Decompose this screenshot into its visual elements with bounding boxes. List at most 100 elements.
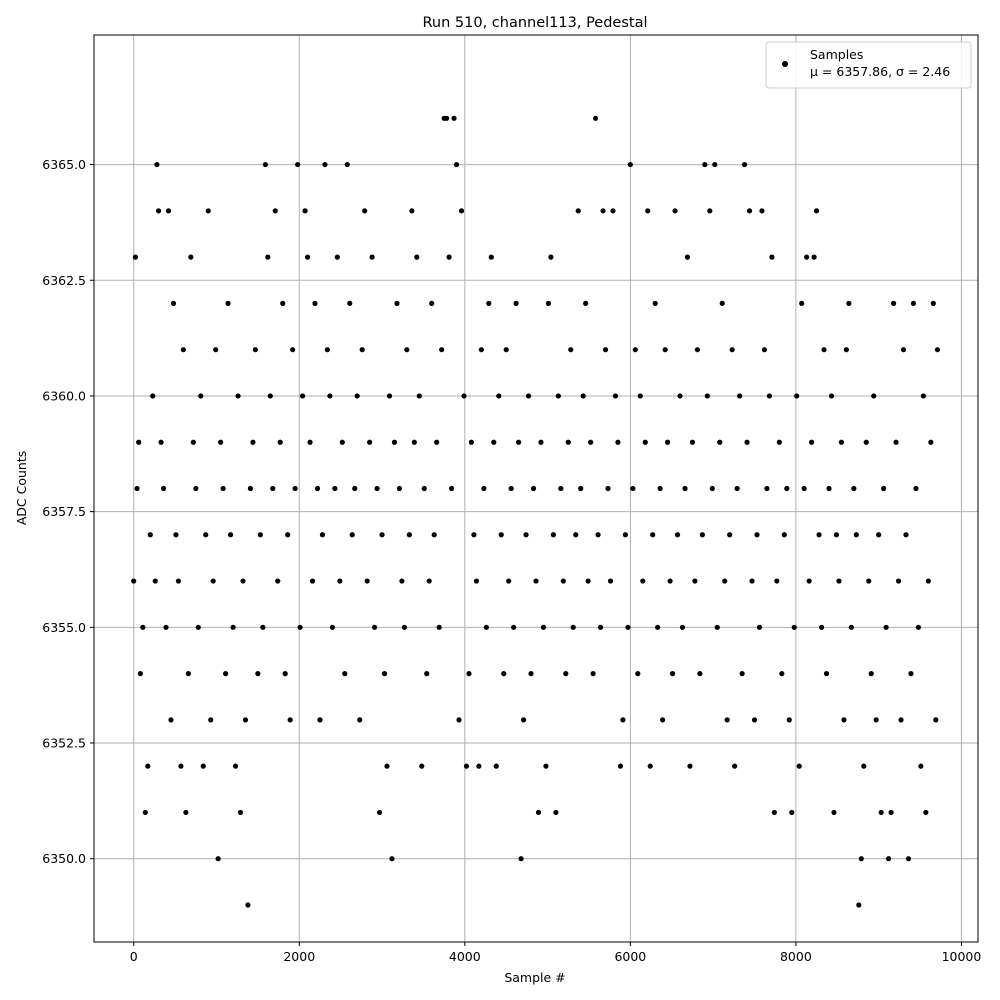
sample-point	[558, 485, 564, 492]
sample-point	[920, 393, 926, 399]
legend-marker	[782, 61, 788, 67]
sample-point	[607, 578, 614, 584]
sample-point	[612, 393, 619, 399]
sample-point	[339, 439, 345, 445]
sample-point	[140, 624, 146, 630]
sample-point	[426, 578, 432, 584]
sample-point	[583, 300, 589, 306]
sample-point	[751, 717, 758, 723]
sample-point	[570, 624, 576, 630]
sample-point	[503, 347, 509, 353]
sample-point	[218, 439, 224, 445]
sample-point	[679, 624, 686, 630]
sample-point	[302, 208, 308, 214]
sample-point	[142, 809, 148, 816]
sample-point	[446, 254, 452, 260]
sample-point	[357, 717, 363, 723]
sample-point	[766, 393, 773, 399]
sample-point	[548, 254, 554, 260]
sample-point	[848, 624, 854, 630]
sample-point	[185, 671, 191, 677]
x-tick-label: 2000	[283, 949, 315, 964]
sample-point	[473, 578, 480, 584]
sample-point	[806, 578, 812, 584]
sample-point	[853, 532, 859, 538]
sample-point	[334, 254, 340, 260]
legend-stats-label: μ = 6357.86, σ = 2.46	[810, 64, 950, 79]
sample-point	[545, 300, 552, 306]
sample-point	[602, 347, 609, 353]
y-tick-label: 6360.0	[42, 388, 86, 403]
sample-point	[337, 578, 343, 584]
grid-lines	[94, 35, 978, 942]
sample-point	[863, 439, 869, 445]
sample-point	[513, 300, 519, 306]
sample-point	[647, 763, 653, 769]
sample-point	[533, 578, 539, 584]
sample-point	[511, 624, 517, 630]
sample-point	[347, 300, 353, 306]
sample-point	[242, 717, 249, 723]
sample-point	[642, 439, 648, 445]
sample-point	[147, 532, 153, 538]
sample-point	[682, 485, 688, 492]
sample-point	[540, 624, 547, 630]
sample-point	[307, 439, 313, 445]
x-axis: 0 2000 4000 6000 8000 10000	[130, 942, 981, 964]
sample-point	[667, 578, 673, 584]
sample-point	[712, 161, 718, 168]
sample-point	[794, 393, 800, 399]
sample-point	[888, 809, 894, 816]
sample-point	[843, 347, 849, 353]
sample-point	[195, 624, 201, 630]
sample-point	[369, 254, 375, 260]
sample-point	[297, 624, 303, 630]
sample-point	[168, 717, 174, 723]
sample-point	[528, 671, 534, 677]
sample-point	[225, 300, 231, 306]
sample-point	[617, 763, 624, 769]
sample-point	[399, 578, 405, 584]
sample-point	[232, 763, 239, 769]
sample-point	[655, 624, 661, 630]
sample-point	[833, 532, 840, 538]
sample-point	[220, 485, 226, 492]
sample-point	[714, 624, 720, 630]
sample-point	[620, 717, 626, 723]
sample-point	[818, 624, 825, 630]
sample-point	[826, 485, 832, 492]
sample-point	[565, 439, 571, 445]
sample-point	[272, 208, 278, 214]
sample-point	[871, 393, 877, 399]
sample-point	[761, 347, 768, 353]
sample-point	[134, 485, 140, 492]
sample-point	[367, 439, 373, 445]
sample-point	[496, 393, 502, 399]
sample-point	[250, 439, 256, 445]
sample-point	[188, 254, 194, 260]
sample-point	[657, 485, 663, 492]
sample-point	[900, 347, 907, 353]
sample-point	[866, 578, 872, 584]
sample-point	[774, 578, 780, 584]
sample-point	[573, 532, 579, 538]
sample-point	[789, 809, 795, 816]
sample-point	[665, 439, 671, 445]
sample-point	[588, 439, 594, 445]
sample-point	[394, 300, 400, 306]
sample-point	[319, 532, 326, 538]
sample-point	[391, 439, 398, 445]
sample-point	[483, 624, 489, 630]
sample-point	[352, 485, 358, 492]
sample-point	[605, 485, 611, 492]
sample-point	[501, 671, 507, 677]
sample-point	[786, 717, 792, 723]
sample-point	[689, 439, 696, 445]
sample-point	[131, 578, 137, 584]
sample-point	[645, 208, 651, 214]
sample-point	[851, 485, 857, 492]
sample-point	[560, 578, 566, 584]
sample-point	[342, 671, 348, 677]
sample-point	[486, 300, 492, 306]
